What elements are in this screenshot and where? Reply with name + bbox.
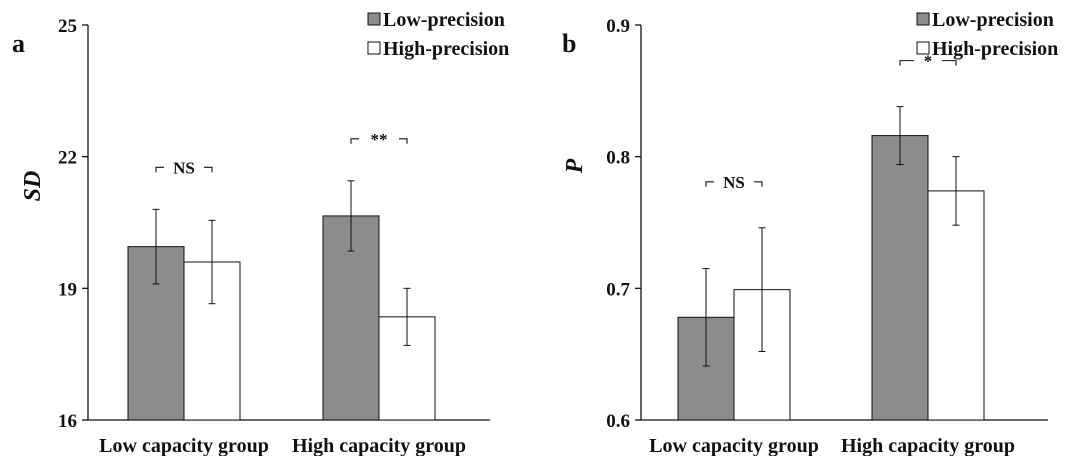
bars-b: Low capacity group High capacity group bbox=[649, 106, 1015, 456]
bars-a: Low capacity group High capacity group bbox=[99, 180, 466, 456]
significance-bracket-left bbox=[155, 166, 164, 173]
significance-bracket-right bbox=[754, 181, 763, 187]
significance-a: NS ** bbox=[155, 130, 408, 177]
x-category-label: High capacity group bbox=[292, 435, 466, 456]
x-category-label: Low capacity group bbox=[99, 435, 269, 456]
significance-label: * bbox=[924, 52, 933, 71]
bar-low-precision-2 bbox=[871, 135, 929, 421]
y-tick-label: 0.8 bbox=[606, 148, 630, 169]
panel-b: b P 0.6 0.7 0.8 0.9 Low capacity group High … bbox=[562, 9, 1058, 456]
y-axis-label-b: P bbox=[562, 158, 588, 174]
significance-label: NS bbox=[723, 173, 745, 192]
legend-swatch-high-b bbox=[916, 41, 930, 55]
panel-a: a SD 16 19 22 25 Low capacity group High cap… bbox=[12, 9, 509, 456]
significance-label: ** bbox=[371, 130, 388, 149]
legend-label-low-a: Low-precision bbox=[383, 9, 505, 31]
y-ticks-b: 0.6 0.7 0.8 0.9 bbox=[606, 16, 641, 432]
y-tick-label: 16 bbox=[58, 411, 77, 432]
legend-label-high-b: High-precision bbox=[932, 38, 1058, 60]
legend-swatch-low-a bbox=[367, 12, 381, 26]
y-ticks-a: 16 19 22 25 bbox=[58, 16, 88, 432]
legend-swatch-low-b bbox=[916, 12, 930, 26]
significance-label: NS bbox=[173, 158, 195, 177]
y-tick-label: 0.9 bbox=[606, 16, 630, 37]
significance-bracket-left bbox=[899, 60, 914, 66]
legend-a: Low-precision High-precision bbox=[367, 9, 509, 60]
legend-swatch-high-a bbox=[367, 41, 381, 55]
significance-b: NS * bbox=[705, 52, 957, 192]
y-tick-label: 19 bbox=[58, 279, 77, 300]
legend-b: Low-precision High-precision bbox=[916, 9, 1058, 60]
legend-label-high-a: High-precision bbox=[383, 38, 509, 60]
y-tick-label: 0.7 bbox=[606, 279, 630, 300]
significance-bracket-right bbox=[942, 60, 957, 66]
panel-label-b: b bbox=[562, 29, 576, 58]
legend-label-low-b: Low-precision bbox=[932, 9, 1054, 31]
y-axis-label-a: SD bbox=[20, 171, 46, 202]
significance-bracket-left bbox=[350, 138, 359, 144]
bar-high-precision-2 bbox=[927, 190, 985, 421]
y-tick-label: 0.6 bbox=[606, 411, 630, 432]
significance-bracket-left bbox=[705, 181, 714, 187]
significance-bracket-right bbox=[399, 138, 408, 144]
x-category-label: High capacity group bbox=[841, 435, 1015, 456]
x-category-label: Low capacity group bbox=[649, 435, 819, 456]
panel-label-a: a bbox=[12, 29, 25, 58]
significance-bracket-right bbox=[204, 166, 213, 173]
y-tick-label: 22 bbox=[58, 148, 77, 169]
y-tick-label: 25 bbox=[58, 16, 77, 37]
